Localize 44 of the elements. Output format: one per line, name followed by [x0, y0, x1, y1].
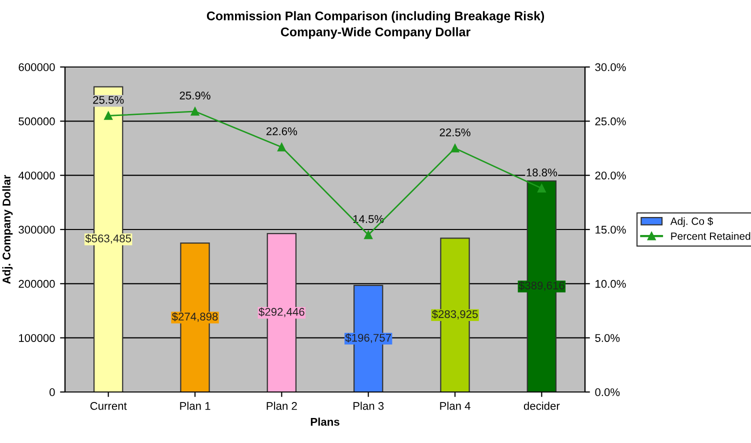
- data-label: 25.9%: [180, 92, 210, 100]
- y-tick-label: 600000: [18, 63, 55, 72]
- legend-label: Adj. Co $: [670, 217, 714, 227]
- data-label: 22.5%: [440, 128, 470, 136]
- y2-tick-label: 5.0%: [595, 334, 620, 342]
- point: [450, 144, 460, 152]
- data-label: 25.5%: [93, 96, 124, 104]
- y-tick-label: 500000: [18, 117, 55, 126]
- x-tick-label: Current: [90, 402, 127, 410]
- point: [278, 143, 286, 152]
- point: [364, 230, 372, 240]
- point: [104, 112, 112, 120]
- chart-title: Commission Plan Comparison (including Breakage Risk): [206, 11, 544, 23]
- data-label: $389,616: [518, 281, 564, 291]
- y2-tick-label: 0.0%: [595, 388, 620, 396]
- data-label: $274,898: [172, 312, 218, 322]
- y2-tick-label: 10.0%: [596, 280, 626, 288]
- x-tick-label: Plan 4: [440, 402, 470, 410]
- data-label: $292,446: [258, 307, 304, 318]
- data-label: 18.8%: [526, 168, 558, 176]
- y2-tick-label: 15.0%: [596, 226, 626, 234]
- x-tick-label: Plan 2: [266, 402, 297, 410]
- x-tick-label: Plan 3: [353, 402, 384, 410]
- y2-tick-label: 30.0%: [595, 63, 626, 72]
- y-tick-label: 400000: [18, 172, 55, 180]
- data-label: $283,925: [432, 310, 478, 320]
- point: [190, 107, 200, 116]
- y-tick-label: 100000: [19, 334, 55, 342]
- data-label: $196,757: [345, 333, 391, 344]
- data-label: 14.5%: [353, 215, 384, 223]
- y-tick-label: 200000: [18, 280, 55, 288]
- y2-tick-label: 25.0%: [595, 117, 626, 126]
- point: [538, 184, 546, 192]
- y-tick-label: 0: [50, 388, 55, 396]
- y-tick-label: 300000: [18, 226, 55, 234]
- x-axis-title: Plans: [310, 418, 340, 426]
- data-label: 22.6%: [266, 127, 298, 136]
- chart-subtitle: Company-Wide Company Dollar: [280, 27, 470, 39]
- x-tick-label: decider: [524, 402, 560, 410]
- y2-tick-label: 20.0%: [595, 172, 626, 180]
- legend-label: Percent Retained: [671, 232, 750, 240]
- x-tick-label: Plan 1: [180, 402, 210, 410]
- y-axis-title: Adj. Company Dollar: [2, 175, 13, 284]
- data-label: $563,485: [85, 234, 132, 244]
